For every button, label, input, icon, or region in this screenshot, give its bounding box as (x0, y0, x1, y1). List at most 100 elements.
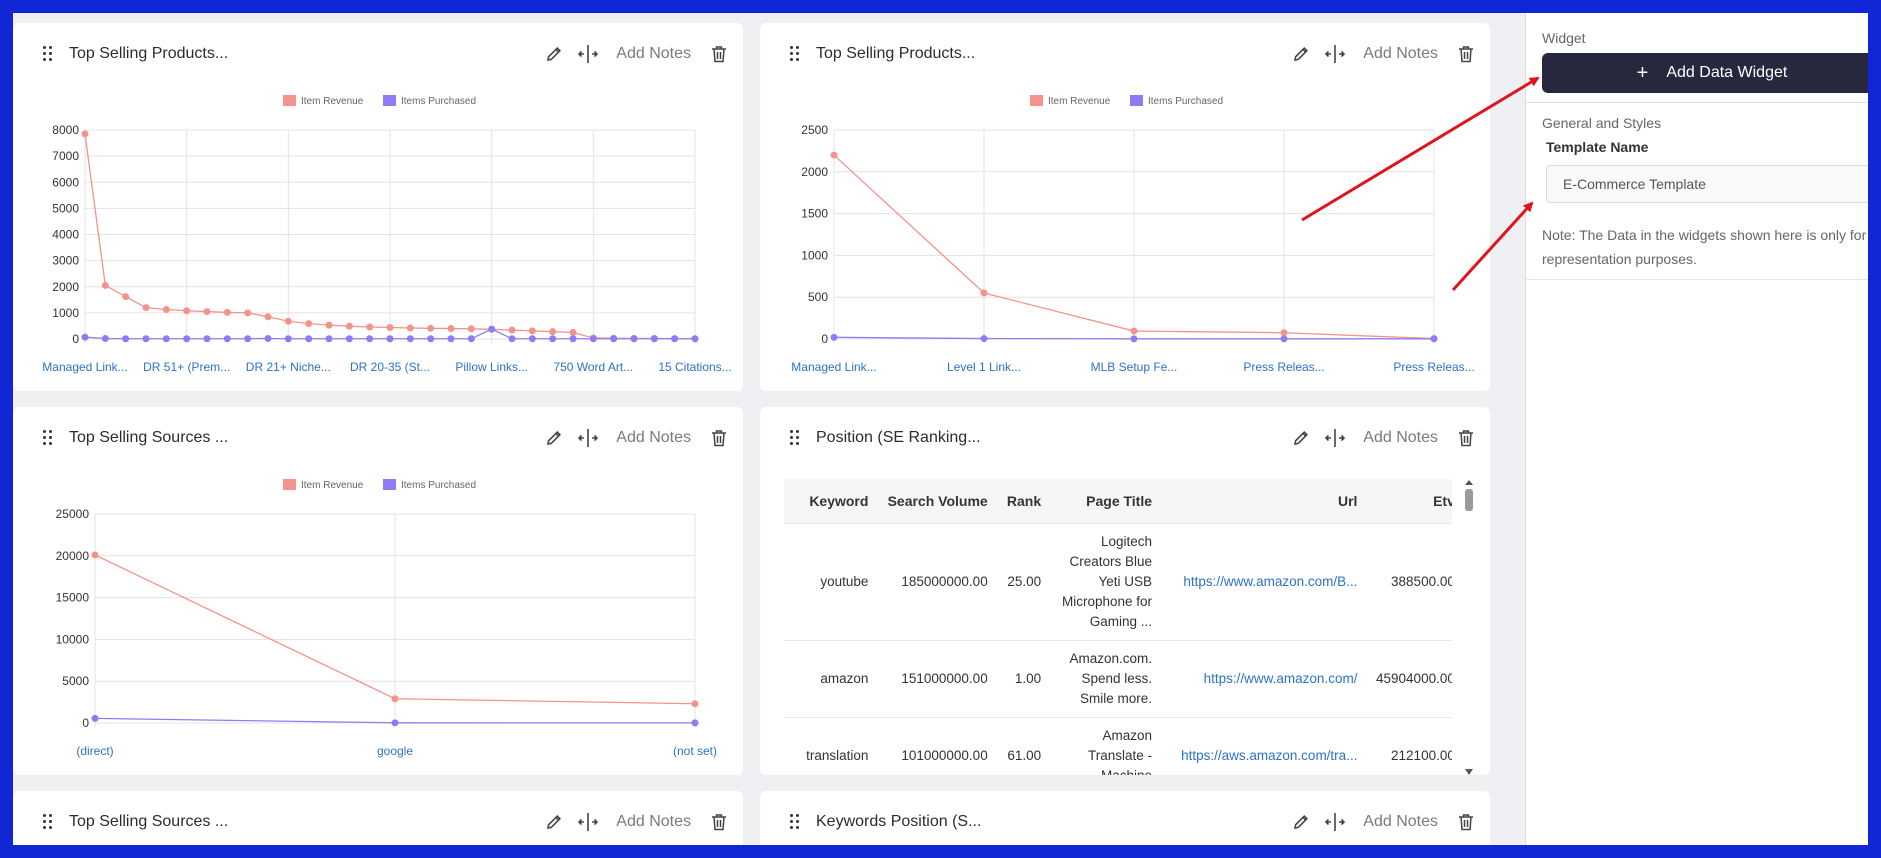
pencil-icon[interactable] (1291, 428, 1311, 448)
trash-icon[interactable] (709, 812, 729, 832)
col-header-etv[interactable]: Etv (1433, 493, 1452, 509)
data-point (467, 325, 475, 333)
drag-handle-icon[interactable] (43, 430, 53, 446)
pencil-icon[interactable] (544, 428, 564, 448)
data-point (508, 326, 516, 334)
template-name-input[interactable]: E-Commerce Template (1546, 165, 1868, 203)
legend-label: Item Revenue (1048, 96, 1111, 107)
add-notes-button[interactable]: Add Notes (1363, 45, 1438, 62)
data-point (569, 335, 577, 343)
drag-handle-icon[interactable] (790, 46, 800, 62)
data-point (391, 719, 399, 727)
pencil-icon[interactable] (1291, 44, 1311, 64)
data-point (980, 335, 988, 343)
trash-icon[interactable] (1456, 812, 1476, 832)
data-point (830, 333, 838, 341)
col-header-rank[interactable]: Rank (1006, 493, 1042, 509)
data-point (528, 335, 536, 343)
cell-url-link[interactable]: https://aws.amazon.com/tra... (1160, 717, 1366, 775)
add-data-widget-button[interactable]: + Add Data Widget (1542, 53, 1868, 93)
add-notes-button[interactable]: Add Notes (1363, 813, 1438, 830)
data-point (162, 335, 170, 343)
data-point (406, 335, 414, 343)
y-tick-label: 6000 (52, 175, 79, 189)
pencil-icon[interactable] (544, 44, 564, 64)
move-icon[interactable] (578, 812, 599, 832)
move-icon[interactable] (1325, 812, 1346, 832)
data-point (101, 281, 109, 289)
line-chart: Item Revenue Items Purchased 0 1000 2000 3000… (42, 95, 732, 374)
pencil-icon[interactable] (544, 812, 564, 832)
template-name-value: E-Commerce Template (1563, 176, 1706, 192)
x-tick-label: DR 20-35 (St... (350, 360, 430, 374)
y-tick-label: 7000 (52, 149, 79, 163)
add-notes-button[interactable]: Add Notes (616, 429, 691, 446)
widget-card-top-selling-products-1: Top Selling Products... Add Notes Item R… (13, 23, 743, 391)
data-point (406, 324, 414, 332)
data-point (549, 335, 557, 343)
y-tick-label: 5000 (52, 201, 79, 215)
table-scrollbar[interactable] (1464, 479, 1474, 775)
card-header: Top Selling Sources ... (13, 407, 743, 469)
data-point (650, 335, 658, 343)
cell-url-link[interactable]: https://www.amazon.com/ (1160, 640, 1366, 718)
cell-etv: 45904000.00 (1365, 640, 1452, 718)
line-chart: Item Revenue Items Purchased 0 5000 10000 150… (56, 479, 717, 758)
card-toolbar: Add Notes (544, 23, 729, 85)
drag-handle-icon[interactable] (43, 46, 53, 62)
data-point (691, 719, 699, 727)
data-point (305, 335, 313, 343)
ranking-table-viewport[interactable]: Keyword Search Volume Rank Page Title Ur… (784, 479, 1452, 775)
y-tick-label: 5000 (62, 674, 89, 688)
data-point (366, 323, 374, 331)
trash-icon[interactable] (1456, 44, 1476, 64)
widget-card-top-selling-products-2: Top Selling Products... Add Notes Item R… (760, 23, 1490, 391)
data-point (325, 335, 333, 343)
move-icon[interactable] (1325, 428, 1346, 448)
cell-volume: 185000000.00 (876, 523, 996, 641)
col-header-search-volume[interactable]: Search Volume (887, 493, 988, 509)
card-toolbar: Add Notes (1291, 23, 1476, 85)
data-point (264, 313, 272, 321)
col-header-url[interactable]: Url (1338, 493, 1358, 509)
cell-page-title: Logitech Creators Blue Yeti USB Micropho… (1049, 523, 1161, 641)
data-point (386, 335, 394, 343)
data-point (203, 335, 211, 343)
data-point (467, 335, 475, 343)
col-header-page-title[interactable]: Page Title (1086, 493, 1153, 509)
data-point (183, 307, 191, 315)
data-point (447, 325, 455, 333)
cell-rank: 25.00 (995, 523, 1050, 641)
trash-icon[interactable] (709, 428, 729, 448)
add-notes-button[interactable]: Add Notes (1363, 429, 1438, 446)
move-icon[interactable] (578, 428, 599, 448)
y-tick-label: 25000 (56, 507, 90, 521)
drag-handle-icon[interactable] (790, 430, 800, 446)
x-tick-label: Press Releas... (1243, 360, 1324, 374)
trash-icon[interactable] (709, 44, 729, 64)
data-point (447, 335, 455, 343)
data-point (101, 334, 109, 342)
data-point (528, 327, 536, 335)
data-point (1430, 335, 1438, 343)
add-notes-button[interactable]: Add Notes (616, 45, 691, 62)
cell-url-link[interactable]: https://www.amazon.com/B... (1160, 523, 1366, 641)
data-point (830, 151, 838, 159)
cell-page-title: Amazon.com. Spend less. Smile more. (1049, 640, 1161, 718)
ranking-table: Keyword Search Volume Rank Page Title Ur… (784, 479, 1452, 775)
pencil-icon[interactable] (1291, 812, 1311, 832)
trash-icon[interactable] (1456, 428, 1476, 448)
add-notes-button[interactable]: Add Notes (616, 813, 691, 830)
col-header-keyword[interactable]: Keyword (809, 493, 869, 509)
x-tick-label: Press Releas... (1393, 360, 1474, 374)
drag-handle-icon[interactable] (43, 814, 53, 830)
data-point (386, 324, 394, 332)
drag-handle-icon[interactable] (790, 814, 800, 830)
note-line-1: Note: The Data in the widgets shown here… (1542, 227, 1867, 243)
widget-card-position-se-ranking: Position (SE Ranking... Add Notes Keywor… (760, 407, 1490, 775)
y-tick-label: 1500 (801, 207, 828, 221)
y-tick-label: 15000 (56, 591, 90, 605)
y-tick-label: 2000 (52, 280, 79, 294)
move-icon[interactable] (578, 44, 599, 64)
move-icon[interactable] (1325, 44, 1346, 64)
